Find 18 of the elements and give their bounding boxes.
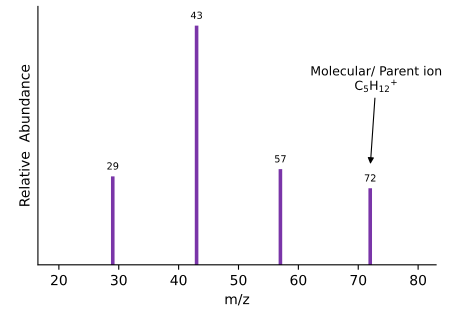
annotation: Molecular/ Parent ion C$_{5}$H$_{12}$$^{+}$: [312, 66, 442, 92]
annotation: 72: [364, 174, 376, 182]
x-tick-label: 80: [410, 274, 426, 286]
bar: [368, 188, 372, 265]
x-tick-label: 60: [290, 274, 306, 286]
x-axis-title: m/z: [226, 294, 250, 306]
annotation: 57: [274, 155, 286, 162]
annotation: 43: [190, 12, 202, 19]
x-tick-label: 20: [51, 274, 67, 286]
bar: [278, 169, 282, 265]
x-tick-label: 30: [110, 274, 127, 286]
bar: [194, 26, 198, 265]
bar: [110, 176, 115, 265]
annotation: 29: [107, 162, 118, 170]
x-tick-label: 70: [350, 274, 366, 286]
y-axis-title: Relative Abundance: [18, 64, 30, 206]
x-tick-label: 40: [170, 274, 187, 286]
x-tick-label: 50: [230, 274, 246, 286]
